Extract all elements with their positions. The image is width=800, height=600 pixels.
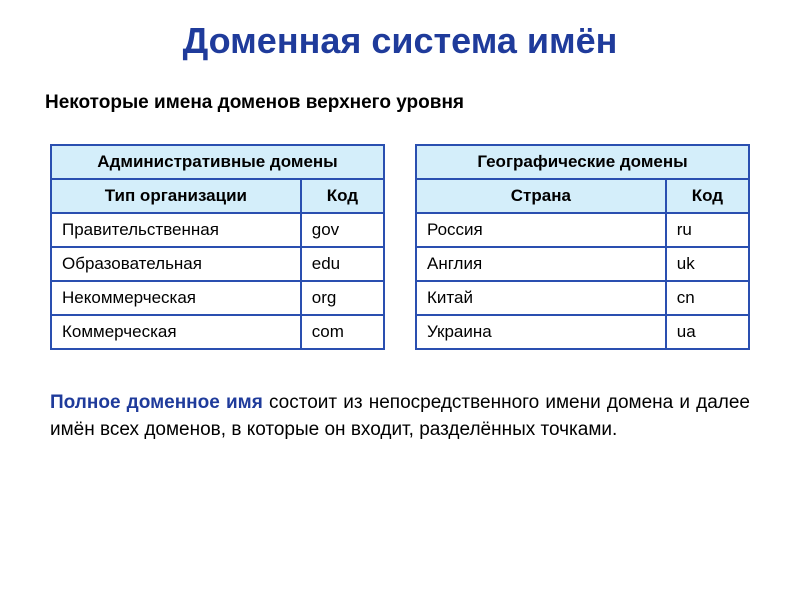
admin-row-label: Коммерческая xyxy=(51,315,301,349)
table-row: Англия uk xyxy=(416,247,749,281)
admin-row-code: edu xyxy=(301,247,384,281)
geo-col1-header: Страна xyxy=(416,179,666,213)
table-row: Правительственная gov xyxy=(51,213,384,247)
page-subtitle: Некоторые имена доменов верхнего уровня xyxy=(40,92,760,114)
geo-row-label: Украина xyxy=(416,315,666,349)
tables-container: Административные домены Тип организации … xyxy=(40,144,760,350)
table-row: Коммерческая com xyxy=(51,315,384,349)
table-row: Некоммерческая org xyxy=(51,281,384,315)
geo-col2-header: Код xyxy=(666,179,749,213)
geo-row-code: ua xyxy=(666,315,749,349)
table-row: Украина ua xyxy=(416,315,749,349)
footer-paragraph: Полное доменное имя состоит из непосредс… xyxy=(40,390,760,443)
admin-col2-header: Код xyxy=(301,179,384,213)
geo-row-code: uk xyxy=(666,247,749,281)
admin-row-code: com xyxy=(301,315,384,349)
geo-row-label: Китай xyxy=(416,281,666,315)
admin-row-label: Некоммерческая xyxy=(51,281,301,315)
admin-row-code: org xyxy=(301,281,384,315)
admin-domains-table: Административные домены Тип организации … xyxy=(50,144,385,350)
admin-col1-header: Тип организации xyxy=(51,179,301,213)
admin-row-code: gov xyxy=(301,213,384,247)
admin-row-label: Правительственная xyxy=(51,213,301,247)
geo-row-code: ru xyxy=(666,213,749,247)
geo-domains-table: Географические домены Страна Код Россия … xyxy=(415,144,750,350)
page-title: Доменная система имён xyxy=(40,20,760,62)
footer-bold-text: Полное доменное имя xyxy=(50,392,263,413)
admin-table-header: Административные домены xyxy=(51,145,384,179)
table-row: Образовательная edu xyxy=(51,247,384,281)
geo-row-label: Англия xyxy=(416,247,666,281)
table-row: Китай cn xyxy=(416,281,749,315)
table-row: Россия ru xyxy=(416,213,749,247)
admin-row-label: Образовательная xyxy=(51,247,301,281)
geo-row-code: cn xyxy=(666,281,749,315)
geo-table-header: Географические домены xyxy=(416,145,749,179)
geo-row-label: Россия xyxy=(416,213,666,247)
